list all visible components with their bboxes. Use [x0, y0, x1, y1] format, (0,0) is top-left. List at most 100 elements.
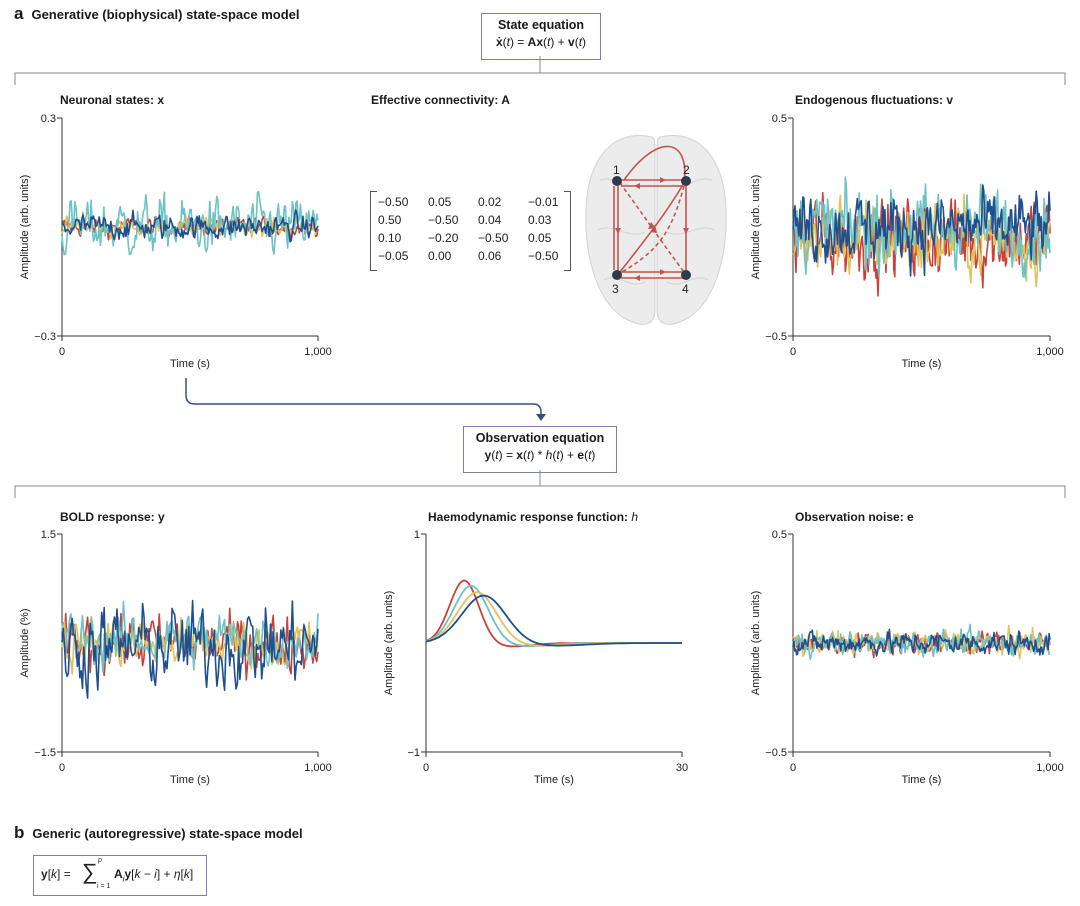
series-line [425, 591, 682, 647]
series-line [425, 585, 682, 647]
sum-upper-limit: p [98, 857, 102, 864]
y-tick-label: 0.5 [772, 529, 787, 541]
x-tick-label: 0 [59, 762, 65, 774]
matrix-cell: 0.00 [428, 249, 452, 263]
matrix-cell: 0.06 [478, 249, 502, 263]
y-axis-label: Amplitude (arb. units) [750, 175, 762, 280]
x-tick-label: 0 [59, 346, 65, 358]
x-tick-label: 1,000 [304, 762, 332, 774]
x-tick-label: 0 [790, 346, 796, 358]
x-tick-label: 1,000 [304, 346, 332, 358]
section-b-letter: b [14, 823, 25, 842]
state-equation-formula: ẋ(t) = Ax(t) + v(t) [495, 35, 587, 49]
sum-lower-limit: i = 1 [97, 883, 111, 890]
observation-equation-title: Observation equation [475, 431, 605, 445]
endogenous-panel-title: Endogenous fluctuations: v [795, 93, 954, 107]
series-line [425, 594, 682, 647]
matrix-cell: −0.20 [428, 231, 459, 245]
matrix-cell: −0.50 [528, 249, 559, 263]
section-a-title: a Generative (biophysical) state-space mo… [14, 4, 300, 24]
matrix-row: 0.50 −0.50 0.04 0.03 [378, 211, 578, 229]
matrix-row: −0.50 0.05 0.02 −0.01 [378, 193, 578, 211]
matrix-cell: 0.50 [378, 213, 402, 227]
observation-equation-bracket [14, 485, 1066, 498]
y-tick-label: 1 [414, 529, 420, 541]
section-a-letter: a [14, 4, 24, 23]
y-tick-label: −0.5 [765, 331, 787, 343]
matrix-cell: 0.02 [478, 195, 502, 209]
x-tick-label: 0 [790, 762, 796, 774]
x-axis-label: Time (s) [170, 358, 210, 370]
node-2 [681, 176, 691, 186]
node-3 [612, 270, 622, 280]
node-label-2: 2 [683, 163, 690, 177]
state-equation-bracket [14, 72, 1066, 85]
x-axis-label: Time (s) [902, 774, 942, 786]
node-label-3: 3 [612, 282, 619, 296]
y-axis-label: Amplitude (arb. units) [383, 591, 395, 696]
matrix-left-bracket [370, 191, 377, 271]
series-line [61, 599, 319, 699]
x-tick-label: 1,000 [1036, 762, 1064, 774]
matrix-cell: −0.50 [428, 213, 459, 227]
node-label-4: 4 [682, 282, 689, 296]
noise-panel-title: Observation noise: e [795, 510, 914, 524]
ar-equation-box: y[k] = ∑ p i = 1 Aiy[k − i] + η[k] [33, 855, 207, 896]
matrix-right-bracket [564, 191, 571, 271]
series-line [792, 184, 1051, 277]
section-a-text: Generative (biophysical) state-space mod… [31, 7, 300, 22]
node-4 [681, 270, 691, 280]
matrix-row: 0.10 −0.20 −0.50 0.05 [378, 229, 578, 247]
matrix-row: −0.05 0.00 0.06 −0.50 [378, 247, 578, 265]
flow-arrow [185, 378, 542, 415]
flow-arrow-head [536, 414, 546, 421]
matrix-cell: 0.03 [528, 213, 552, 227]
matrix-cell: 0.05 [528, 231, 552, 245]
series-line [61, 190, 319, 256]
x-tick-label: 0 [423, 762, 429, 774]
y-axis-label: Amplitude (arb. units) [19, 175, 31, 280]
x-axis-label: Time (s) [534, 774, 574, 786]
y-tick-label: −0.3 [34, 331, 56, 343]
y-tick-label: 1.5 [41, 529, 56, 541]
series-line [792, 628, 1051, 657]
y-tick-label: 0.3 [41, 113, 56, 125]
x-axis-label: Time (s) [902, 358, 942, 370]
ar-equation-rhs: Aiy[k − i] + η[k] [114, 867, 194, 884]
connectivity-arrowheads [615, 177, 689, 281]
section-b-text: Generic (autoregressive) state-space mod… [32, 826, 303, 841]
y-tick-label: −1 [407, 747, 420, 759]
connectivity-nodes [612, 176, 691, 280]
x-axis-label: Time (s) [170, 774, 210, 786]
bold-panel-title: BOLD response: y [60, 510, 165, 524]
matrix-cell: 0.10 [378, 231, 402, 245]
state-equation-box: State equation ẋ(t) = Ax(t) + v(t) [481, 13, 601, 60]
node-label-1: 1 [613, 163, 620, 177]
x-tick-label: 30 [676, 762, 688, 774]
observation-equation-box: Observation equation y(t) = x(t) * h(t) … [463, 426, 617, 473]
matrix-cell: 0.04 [478, 213, 502, 227]
x-tick-label: 1,000 [1036, 346, 1064, 358]
series-line [61, 209, 319, 243]
matrix-cell: 0.05 [428, 195, 452, 209]
neuronal-panel-title: Neuronal states: x [60, 93, 165, 107]
y-tick-label: 0.5 [772, 113, 787, 125]
sum-symbol: ∑ [82, 859, 98, 884]
y-axis-label: Amplitude (%) [19, 608, 31, 677]
matrix-cell: −0.05 [378, 249, 409, 263]
y-tick-label: −0.5 [765, 747, 787, 759]
section-b-title: b Generic (autoregressive) state-space mo… [14, 823, 303, 843]
connectivity-matrix: −0.50 0.05 0.02 −0.01 0.50 −0.50 0.04 0.03 0.1… [378, 193, 578, 265]
matrix-cell: −0.01 [528, 195, 559, 209]
y-tick-label: −1.5 [34, 747, 56, 759]
ar-equation-formula: y[k] = [41, 867, 71, 881]
state-equation-title: State equation [497, 18, 585, 32]
edge-2-1-curve [623, 145, 686, 184]
matrix-cell: −0.50 [478, 231, 509, 245]
node-1 [612, 176, 622, 186]
connectivity-panel-title: Effective connectivity: A [371, 93, 510, 107]
y-axis-label: Amplitude (arb. units) [750, 591, 762, 696]
hrf-panel-title: Haemodynamic response function: h [428, 510, 639, 524]
